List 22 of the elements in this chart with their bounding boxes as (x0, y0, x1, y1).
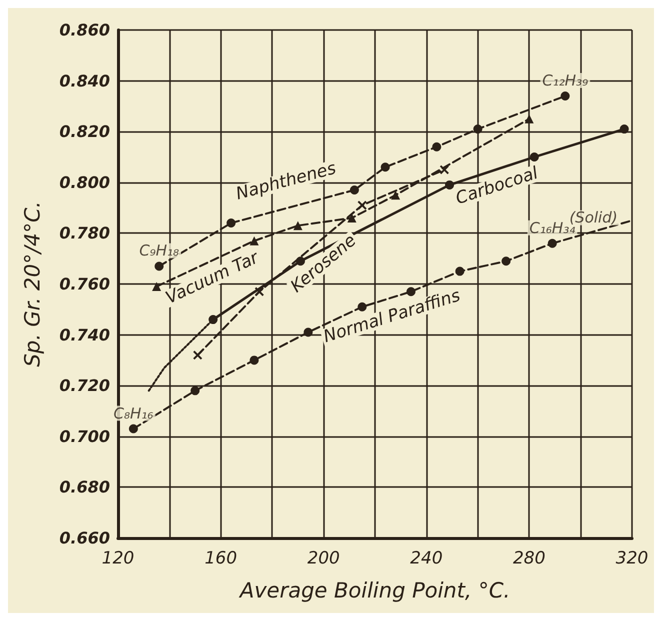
y-axis-title: Sp. Gr. 20°/4°C. (20, 201, 44, 367)
x-tick-label: 200 (307, 548, 340, 568)
y-tick-label: 0.700 (59, 426, 110, 446)
y-tick-label: 0.840 (59, 71, 110, 90)
y-tick-label: 0.820 (59, 122, 110, 142)
annotation: C₉H₁₈ (139, 242, 180, 260)
y-tick-label: 0.680 (59, 478, 110, 497)
x-axis-title: Average Boiling Point, °C. (238, 578, 510, 602)
y-tick-label: 0.720 (59, 376, 110, 396)
y-tick-label: 0.740 (59, 325, 110, 344)
y-tick-label: 0.860 (59, 20, 110, 40)
x-tick-label: 160 (204, 548, 238, 568)
x-tick-label: 280 (512, 548, 546, 568)
y-tick-label: 0.800 (59, 172, 110, 192)
x-tick-label: 320 (616, 548, 648, 568)
annotation: C₈H₁₆ (114, 404, 154, 422)
x-tick-label: 240 (410, 548, 443, 568)
y-tick-label: 0.760 (59, 274, 110, 294)
x-tick-label: 120 (102, 548, 134, 568)
annotation: C₁₂H₃₉ (542, 72, 588, 90)
y-tick-label: 0.780 (59, 224, 110, 243)
y-tick-label: 0.660 (59, 528, 110, 548)
